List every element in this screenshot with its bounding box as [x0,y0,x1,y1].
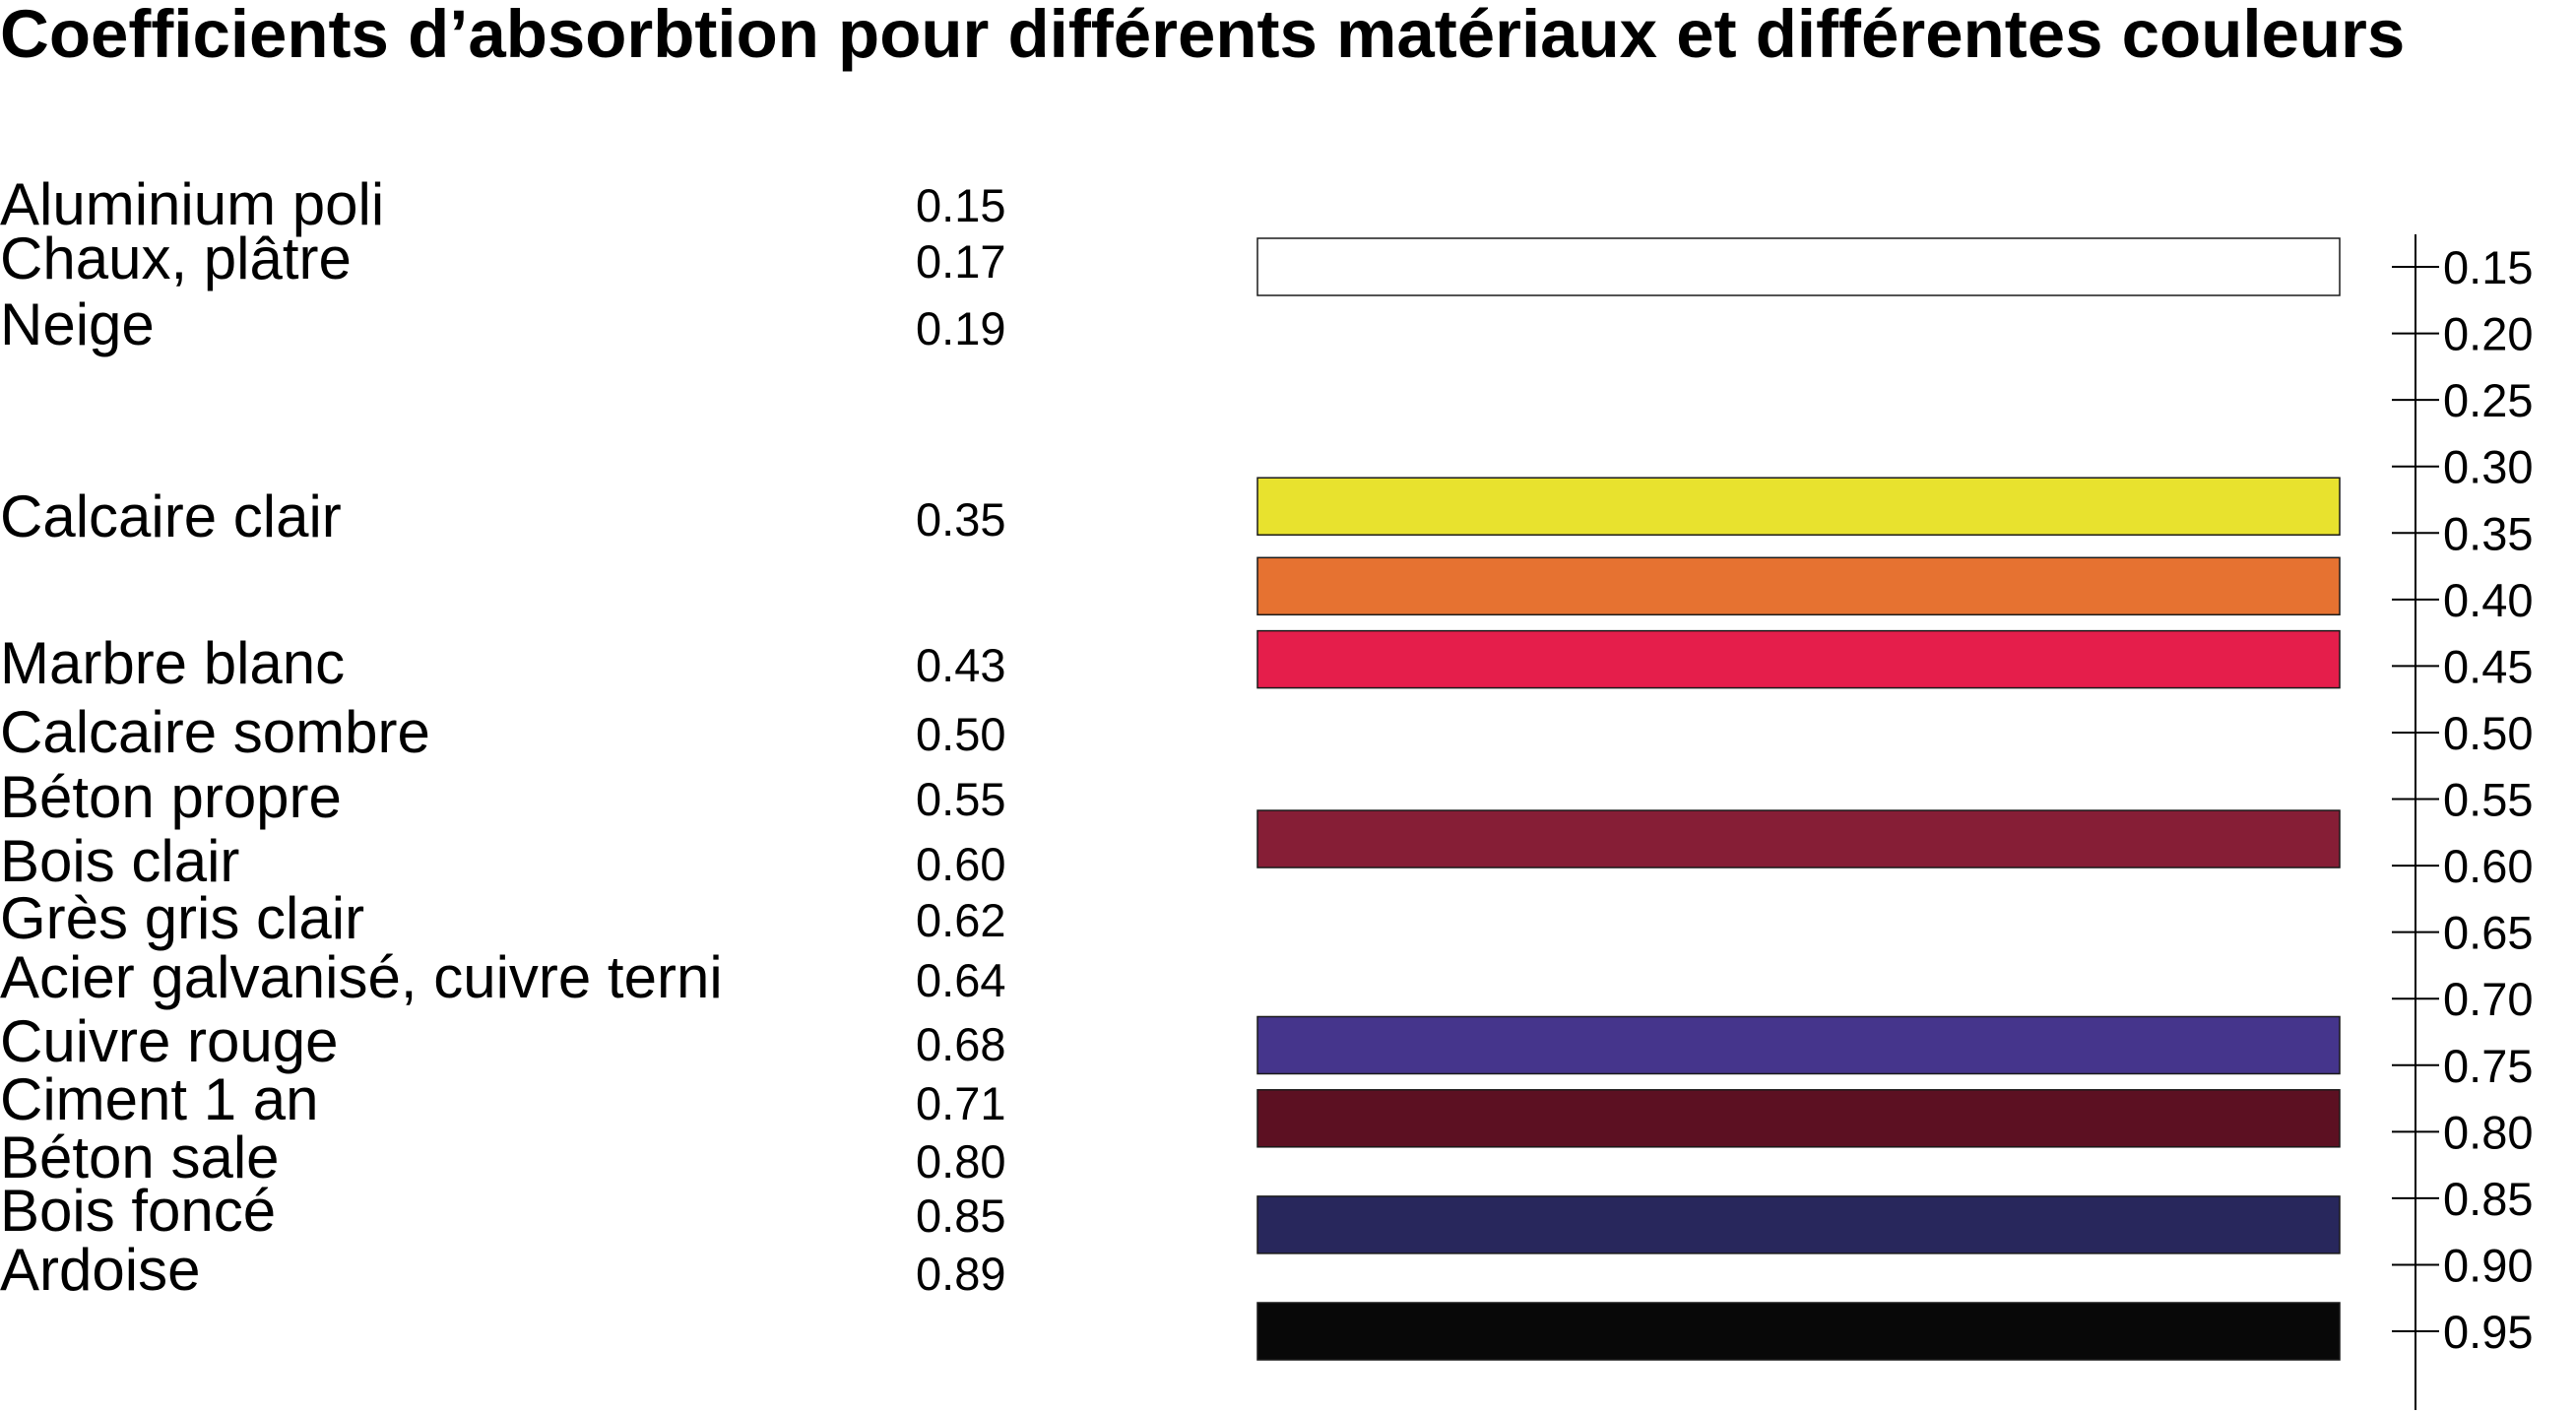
color-bar-violet [1256,1015,2341,1075]
tick-label: 0.30 [2443,441,2533,493]
material-label: Neige [0,291,155,357]
tick-label: 0.95 [2443,1306,2533,1358]
tick-label: 0.15 [2443,241,2533,293]
color-bars [1256,237,2341,1361]
material-label: Calcaire clair [0,483,342,549]
tick-label: 0.55 [2443,774,2533,826]
material-label: Bois foncé [0,1178,276,1244]
material-label: Cuivre rouge [0,1008,339,1074]
material-value: 0.19 [916,302,1005,354]
color-bar-orange [1256,556,2341,616]
material-label: Acier galvanisé, cuivre terni [0,944,723,1010]
material-label: Béton sale [0,1124,280,1190]
tick-label: 0.45 [2443,640,2533,692]
material-value: 0.71 [916,1077,1005,1129]
material-value: 0.17 [916,235,1005,288]
value-axis: 0.15 0.20 0.25 0.30 0.35 0.40 0.45 0.50 0.55 0.60… [2392,234,2533,1410]
material-value: 0.80 [916,1135,1005,1188]
color-bar-dark-red [1256,1089,2341,1148]
tick-label: 0.25 [2443,374,2533,426]
material-label: Aluminium poli [0,171,384,237]
material-value: 0.68 [916,1018,1005,1070]
material-value: 0.85 [916,1189,1005,1242]
material-label: Grès gris clair [0,885,364,951]
color-bar-red [1256,629,2341,689]
material-value: 0.15 [916,179,1005,231]
color-bar-white [1256,237,2341,296]
material-value: 0.62 [916,894,1005,946]
material-label: Marbre blanc [0,630,345,696]
tick-label: 0.60 [2443,840,2533,892]
material-label: Ciment 1 an [0,1066,319,1132]
color-bar-navy [1256,1195,2341,1254]
material-value: 0.55 [916,773,1005,825]
tick-label: 0.75 [2443,1040,2533,1092]
tick-label: 0.40 [2443,574,2533,626]
material-value: 0.89 [916,1248,1005,1300]
tick-label: 0.35 [2443,507,2533,559]
material-value: 0.50 [916,708,1005,760]
material-label: Calcaire sombre [0,699,430,765]
tick-label: 0.50 [2443,707,2533,759]
tick-label: 0.70 [2443,973,2533,1025]
material-value: 0.35 [916,493,1005,546]
chart-title: Coefficients d’absorbtion pour différent… [0,0,2405,72]
material-value: 0.64 [916,954,1005,1006]
tick-label: 0.85 [2443,1173,2533,1225]
material-value: 0.43 [916,639,1005,691]
material-label: Bois clair [0,828,239,894]
material-label: Béton propre [0,764,342,830]
tick-label: 0.90 [2443,1239,2533,1291]
tick-label: 0.65 [2443,907,2533,959]
color-bar-black [1256,1302,2341,1361]
material-label: Chaux, plâtre [0,225,352,291]
material-value: 0.60 [916,838,1005,890]
color-bar-yellow [1256,477,2341,536]
tick-label: 0.20 [2443,308,2533,360]
tick-label: 0.80 [2443,1106,2533,1158]
material-label: Ardoise [0,1237,200,1303]
color-bar-burgundy [1256,809,2341,868]
material-list: Aluminium poli 0.15 Chaux, plâtre 0.17 Neige… [0,171,1005,1303]
